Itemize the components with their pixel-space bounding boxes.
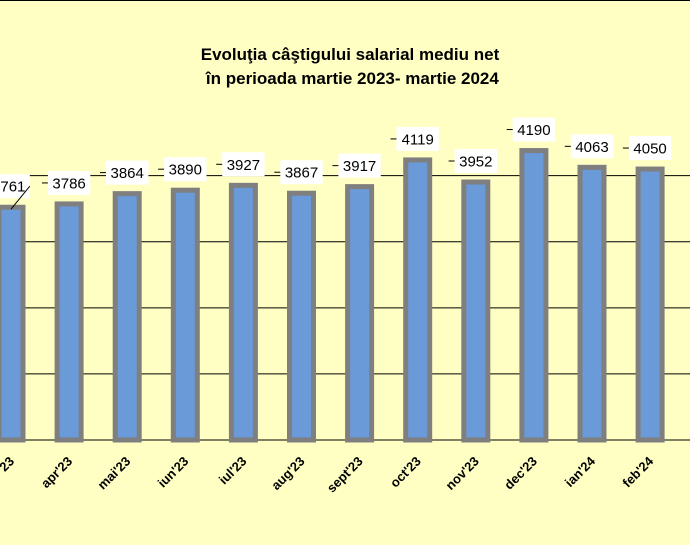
data-label-box [280,160,323,185]
x-tick-label: oct'23 [387,454,424,491]
bar [54,201,84,443]
data-label: 3927 [227,157,260,174]
x-tick-label: iul'23 [216,454,250,488]
data-label: 4050 [633,141,666,158]
x-tick-label: ian'24 [562,453,599,490]
data-label-box [222,152,265,177]
data-label: 3952 [459,153,492,170]
x-tick-label: '23 [0,454,17,477]
data-label-box [106,160,149,185]
data-label: 761 [0,179,25,196]
data-label-box [512,117,556,142]
chart-title-line-2: în perioada martie 2023- martie 2024 [201,69,499,88]
bar [635,166,665,443]
x-tick-label: iun'23 [155,454,192,491]
data-label: 3917 [343,158,376,175]
bar [112,191,142,443]
x-tick-label: aug'23 [268,454,307,493]
data-label-box [338,153,381,178]
bar [287,190,316,443]
data-label-box [0,174,30,199]
data-label-box [454,148,497,173]
data-label-box [396,126,439,151]
x-tick-label: mai'23 [94,454,133,493]
data-label: 3864 [111,165,144,182]
bar [345,184,375,443]
bar [228,182,258,443]
bar [403,157,433,443]
bar [519,148,549,443]
x-tick-label: dec'23 [501,454,540,493]
data-label-box [47,170,91,195]
data-label-leader [10,185,31,210]
chart-title-line-1: Evoluţia câştigului salarial mediu net [200,45,500,64]
data-label: 4063 [575,139,608,156]
x-tick-label: apr'23 [38,454,75,491]
x-tick-label: feb'24 [619,453,656,490]
bar [461,179,491,443]
data-label-box [570,134,614,159]
chart-title: Evoluţia câştigului salarial mediu net î… [100,43,600,91]
bar [170,187,200,443]
x-tick-label: sept'23 [324,454,366,496]
data-label-box [628,136,672,161]
data-label: 3890 [169,162,202,179]
data-label-box [164,157,207,182]
data-label: 3786 [52,175,85,192]
x-tick-label: nov'23 [443,454,482,493]
data-label: 4190 [517,122,550,139]
bar [577,164,607,443]
bar [0,204,26,443]
data-label: 4119 [402,131,434,148]
data-label: 3867 [285,165,318,182]
